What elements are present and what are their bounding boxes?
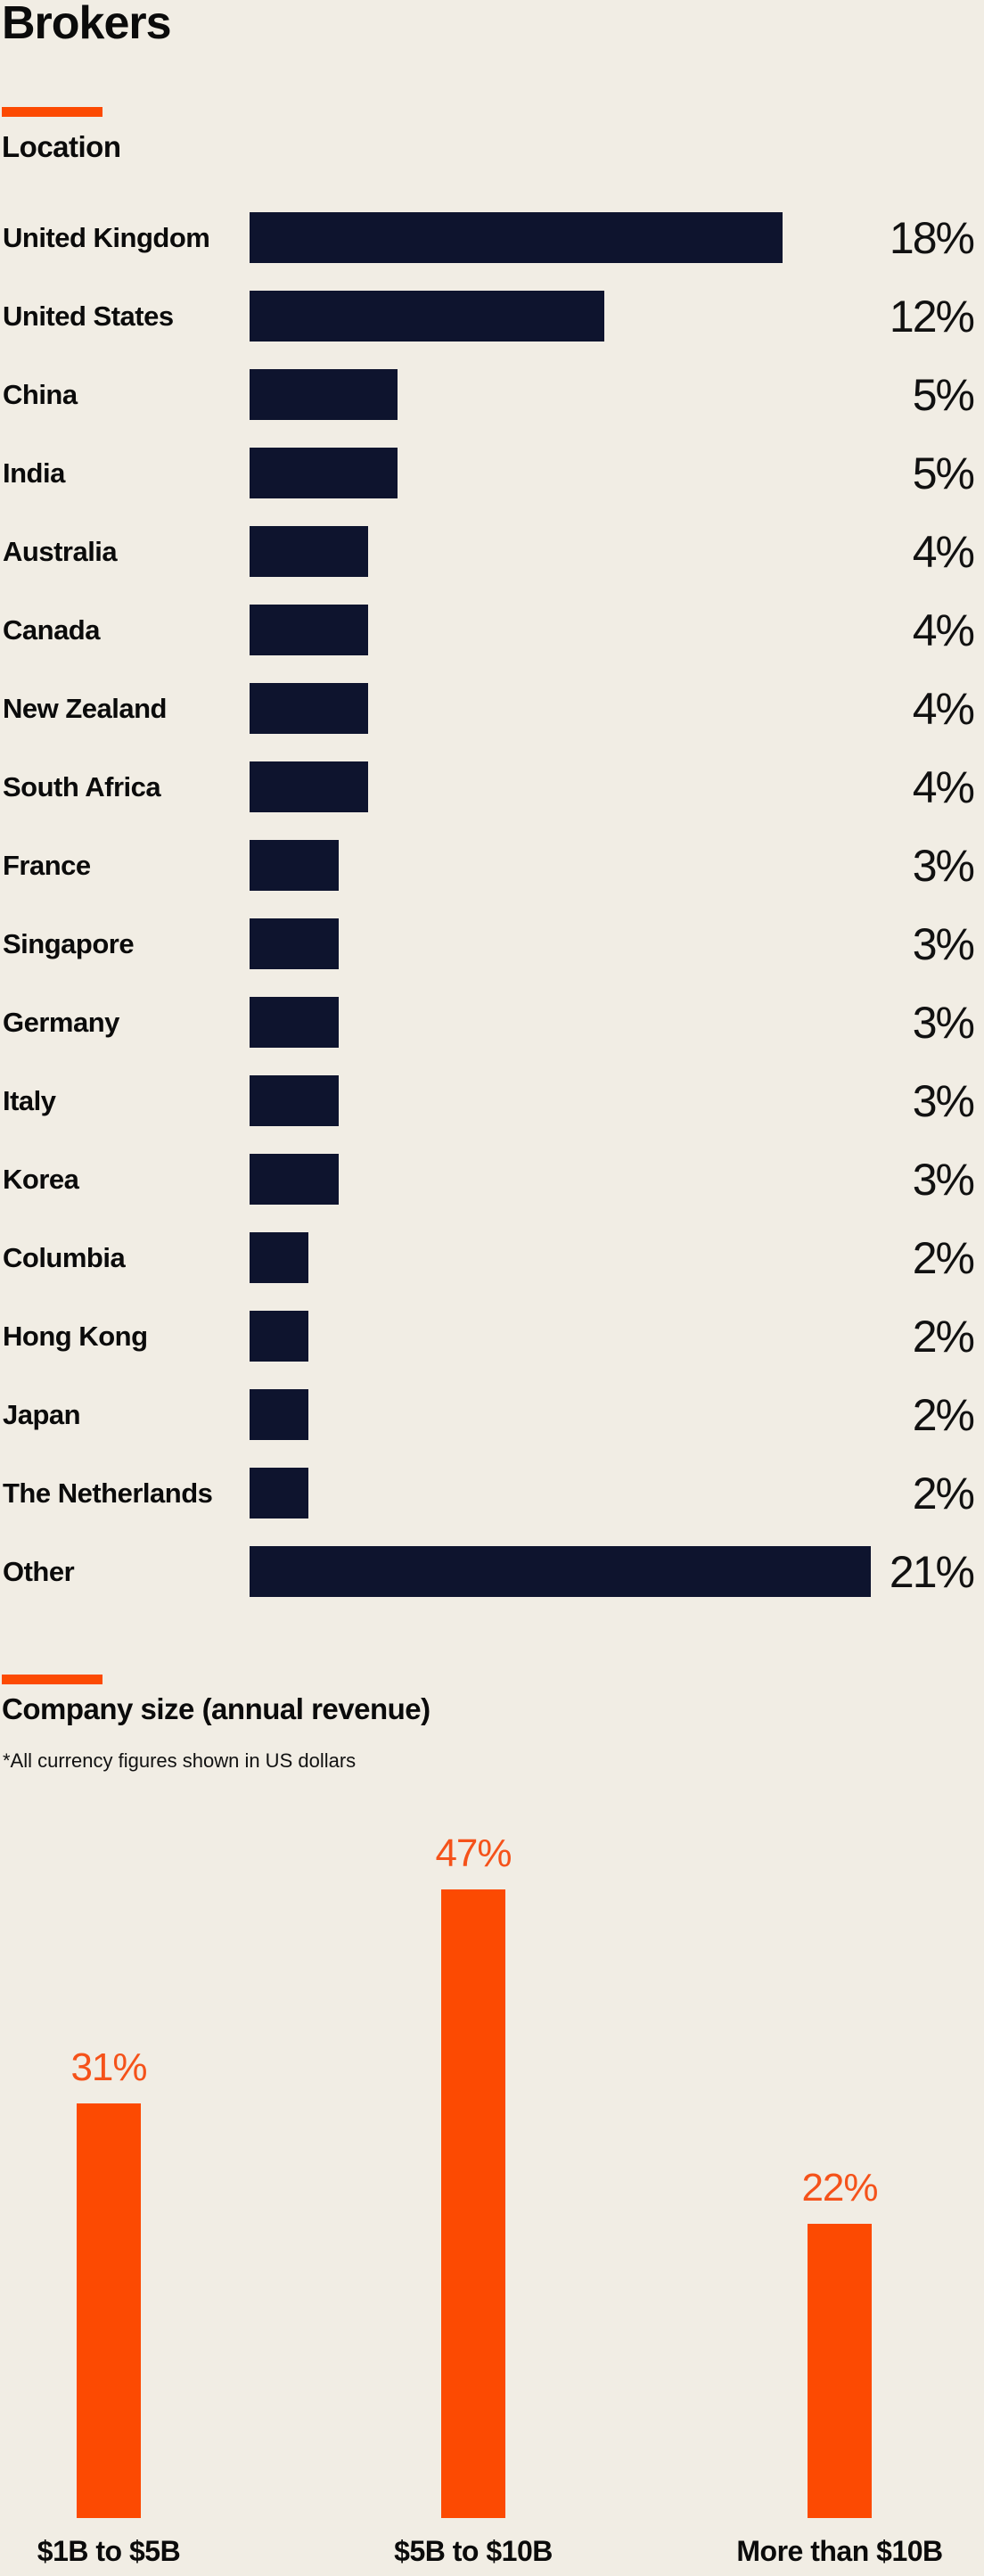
category-label: The Netherlands <box>3 1477 213 1509</box>
location-bar <box>250 840 339 891</box>
location-bar <box>250 1389 309 1440</box>
category-label: Italy <box>3 1085 56 1116</box>
location-bar-chart: United Kingdom 18% United States 12% China 5%… <box>0 199 984 1611</box>
location-row: China 5% <box>0 356 984 434</box>
value-label: 12% <box>889 292 975 342</box>
location-bar <box>250 448 398 498</box>
location-bar <box>250 212 783 263</box>
location-row: Singapore 3% <box>0 905 984 983</box>
section-divider <box>2 107 102 117</box>
location-row: United Kingdom 18% <box>0 199 984 277</box>
value-label: 47% <box>435 1831 512 1875</box>
value-label: 2% <box>912 1469 975 1518</box>
value-label: 21% <box>889 1547 975 1597</box>
category-label: More than $10B <box>736 2535 943 2567</box>
location-row: Italy 3% <box>0 1062 984 1140</box>
category-label: Japan <box>3 1399 81 1430</box>
value-label: 5% <box>912 449 975 498</box>
category-label: United Kingdom <box>3 222 210 253</box>
location-row: Australia 4% <box>0 513 984 591</box>
company-size-chart-title: Company size (annual revenue) <box>2 1692 430 1725</box>
location-row: India 5% <box>0 434 984 513</box>
value-label: 4% <box>912 684 975 734</box>
company-size-bar-chart: 31% $1B to $5B 47% $5B to $10B 22% More than … <box>0 1819 984 2576</box>
location-bar <box>250 1154 339 1205</box>
category-label: Korea <box>3 1164 79 1195</box>
location-row: The Netherlands 2% <box>0 1454 984 1533</box>
category-label: France <box>3 850 91 881</box>
category-label: Australia <box>3 536 118 567</box>
location-row: South Africa 4% <box>0 748 984 827</box>
category-label: South Africa <box>3 771 161 802</box>
value-label: 4% <box>912 605 975 655</box>
category-label: $5B to $10B <box>394 2535 553 2567</box>
location-row: Other 21% <box>0 1533 984 1611</box>
value-label: 3% <box>912 998 975 1048</box>
category-label: Other <box>3 1556 75 1587</box>
category-label: United States <box>3 300 174 332</box>
location-bar <box>250 1468 309 1518</box>
currency-footnote: *All currency figures shown in US dollar… <box>3 1749 357 1772</box>
location-bar <box>250 761 368 812</box>
company-size-bar <box>808 2224 872 2518</box>
value-label: 3% <box>912 841 975 891</box>
location-row: Korea 3% <box>0 1140 984 1219</box>
location-row: Japan 2% <box>0 1376 984 1454</box>
location-bar <box>250 1311 309 1362</box>
location-bar <box>250 918 339 969</box>
location-chart-title: Location <box>2 130 121 163</box>
value-label: 2% <box>912 1312 975 1362</box>
page-title: Brokers <box>2 0 172 49</box>
location-bar <box>250 683 368 734</box>
value-label: 5% <box>912 370 975 420</box>
category-label: New Zealand <box>3 693 168 724</box>
location-bar <box>250 605 368 655</box>
value-label: 31% <box>70 2045 147 2089</box>
value-label: 2% <box>912 1390 975 1440</box>
value-label: 4% <box>912 527 975 577</box>
location-bar <box>250 291 605 342</box>
value-label: 2% <box>912 1233 975 1283</box>
company-size-bar <box>77 2103 141 2518</box>
location-row: Germany 3% <box>0 983 984 1062</box>
company-size-bar <box>441 1889 505 2518</box>
value-label: 3% <box>912 1076 975 1126</box>
location-bar <box>250 369 398 420</box>
location-bar <box>250 526 368 577</box>
category-label: Columbia <box>3 1242 126 1273</box>
location-row: United States 12% <box>0 277 984 356</box>
value-label: 18% <box>889 213 975 263</box>
section-divider <box>2 1675 102 1684</box>
location-bar <box>250 1546 872 1597</box>
value-label: 3% <box>912 919 975 969</box>
category-label: Canada <box>3 614 100 646</box>
value-label: 3% <box>912 1155 975 1205</box>
value-label: 4% <box>912 762 975 812</box>
category-label: Germany <box>3 1007 119 1038</box>
location-bar <box>250 1232 309 1283</box>
location-row: Columbia 2% <box>0 1219 984 1297</box>
location-row: Hong Kong 2% <box>0 1297 984 1376</box>
category-label: Singapore <box>3 928 135 959</box>
location-row: Canada 4% <box>0 591 984 670</box>
category-label: China <box>3 379 78 410</box>
location-row: New Zealand 4% <box>0 670 984 748</box>
category-label: India <box>3 457 65 489</box>
location-bar <box>250 997 339 1048</box>
location-row: France 3% <box>0 827 984 905</box>
category-label: $1B to $5B <box>37 2535 181 2567</box>
category-label: Hong Kong <box>3 1321 148 1352</box>
value-label: 22% <box>801 2166 878 2210</box>
location-bar <box>250 1075 339 1126</box>
